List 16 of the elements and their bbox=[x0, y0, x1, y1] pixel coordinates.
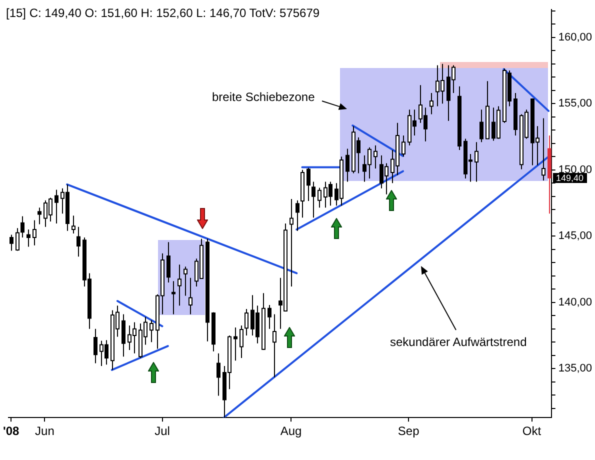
x-tick-label: Jun bbox=[35, 424, 54, 438]
x-tick-label: Jul bbox=[154, 424, 170, 438]
x-tick-label: Sep bbox=[398, 424, 420, 438]
chart-title: [15] C: 149,40 O: 151,60 H: 152,60 L: 146,70 TotV: 575679 bbox=[6, 6, 320, 20]
y-tick-label: 145,00 bbox=[558, 230, 592, 242]
y-tick-label: 135,00 bbox=[558, 362, 592, 375]
x-tick-label: Okt bbox=[522, 424, 542, 438]
text: 149,40 bbox=[553, 173, 587, 183]
y-tick-label: 140,00 bbox=[558, 296, 592, 308]
annotation: sekundärer Aufwärtstrend bbox=[390, 335, 527, 349]
y-tick-label: 160,00 bbox=[558, 31, 592, 44]
x-tick-label: Aug bbox=[280, 424, 302, 438]
annotation: breite Schiebezone bbox=[212, 90, 315, 104]
y-tick-label: 150,00 bbox=[558, 164, 592, 176]
x-tick-label: '08 bbox=[3, 424, 20, 438]
y-tick-label: 155,00 bbox=[558, 98, 592, 110]
